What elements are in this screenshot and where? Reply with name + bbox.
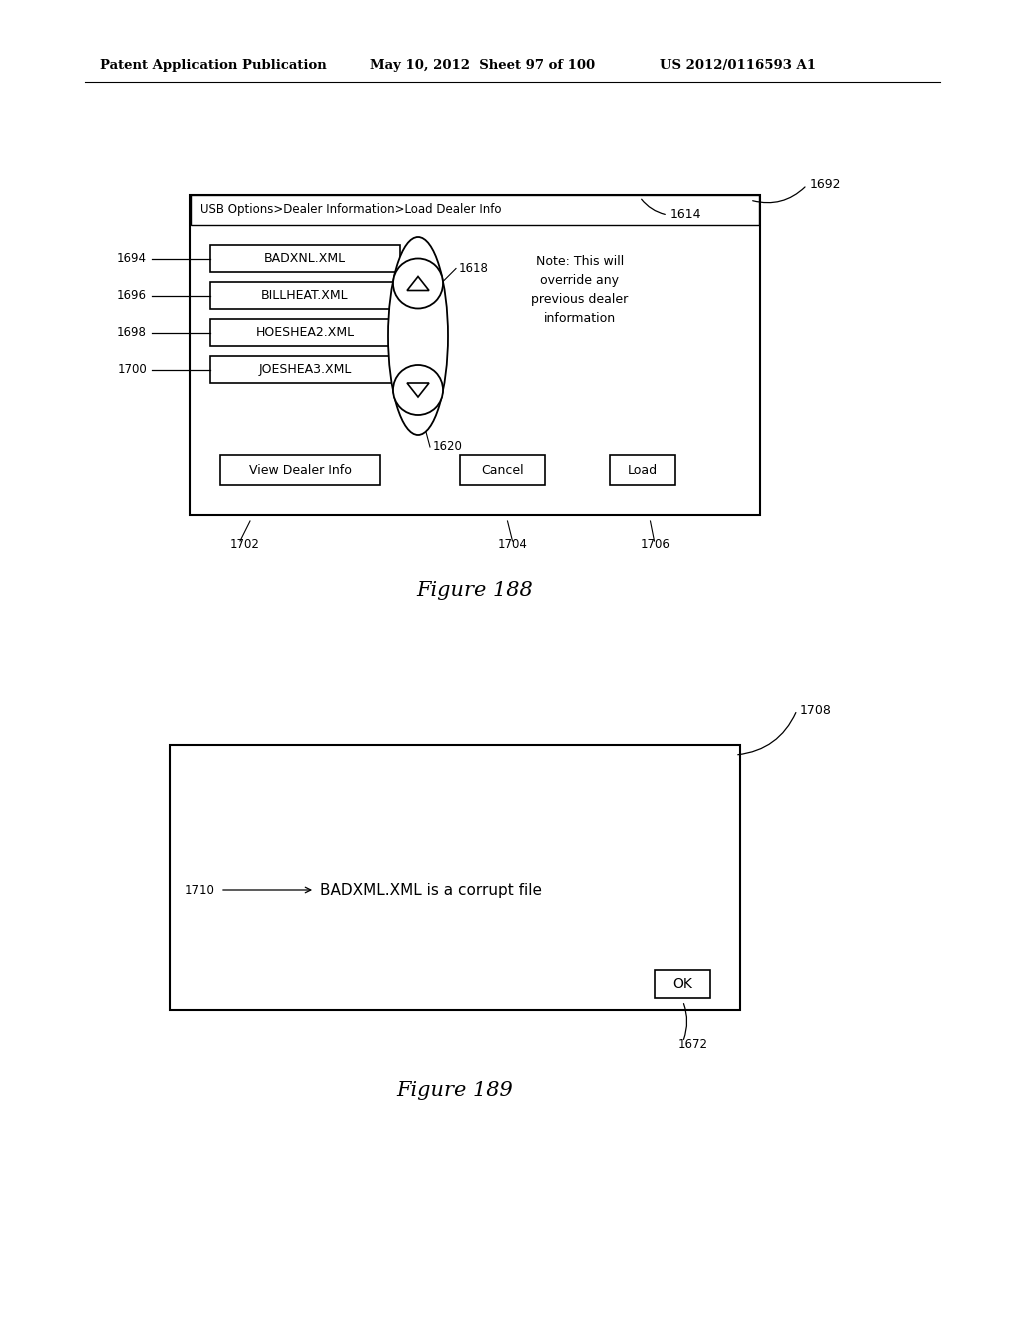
Bar [610,455,675,484]
Bar [170,744,740,1010]
Text: 1614: 1614 [670,209,701,222]
Bar [210,246,400,272]
Text: JOESHEA3.XML: JOESHEA3.XML [258,363,351,376]
Text: OK: OK [673,977,692,991]
Bar [220,455,380,484]
Text: BADXML.XML is a corrupt file: BADXML.XML is a corrupt file [319,883,542,898]
Text: USB Options>Dealer Information>Load Dealer Info: USB Options>Dealer Information>Load Deal… [200,203,502,216]
Text: 1692: 1692 [810,178,842,191]
Text: 1694: 1694 [117,252,147,265]
Bar [190,195,760,515]
Text: Load: Load [628,463,657,477]
Polygon shape [407,276,429,290]
Text: 1672: 1672 [678,1039,708,1052]
Text: 1710: 1710 [185,883,215,896]
Text: May 10, 2012  Sheet 97 of 100: May 10, 2012 Sheet 97 of 100 [370,58,595,71]
Bar [460,455,545,484]
Text: US 2012/0116593 A1: US 2012/0116593 A1 [660,58,816,71]
Bar [210,282,400,309]
Bar [210,356,400,383]
Bar [210,319,400,346]
Text: Figure 189: Figure 189 [396,1081,513,1100]
Bar [655,970,710,998]
Bar [191,195,759,224]
Ellipse shape [388,238,449,436]
Text: Note: This will
override any
previous dealer
information: Note: This will override any previous de… [531,255,629,325]
Text: View Dealer Info: View Dealer Info [249,463,351,477]
Text: 1698: 1698 [117,326,147,339]
Text: 1700: 1700 [118,363,147,376]
Text: 1708: 1708 [800,704,831,717]
Polygon shape [407,383,429,397]
Text: Patent Application Publication: Patent Application Publication [100,58,327,71]
Text: 1702: 1702 [230,539,260,552]
Text: Figure 188: Figure 188 [417,581,534,599]
Text: 1618: 1618 [459,261,488,275]
Text: 1620: 1620 [433,441,463,454]
Text: HOESHEA2.XML: HOESHEA2.XML [255,326,354,339]
Circle shape [393,259,443,309]
Text: BADXNL.XML: BADXNL.XML [264,252,346,265]
Text: 1696: 1696 [117,289,147,302]
Circle shape [393,366,443,414]
Text: BILLHEAT.XML: BILLHEAT.XML [261,289,349,302]
Text: Cancel: Cancel [481,463,524,477]
Text: 1704: 1704 [498,539,527,552]
Text: 1706: 1706 [640,539,671,552]
